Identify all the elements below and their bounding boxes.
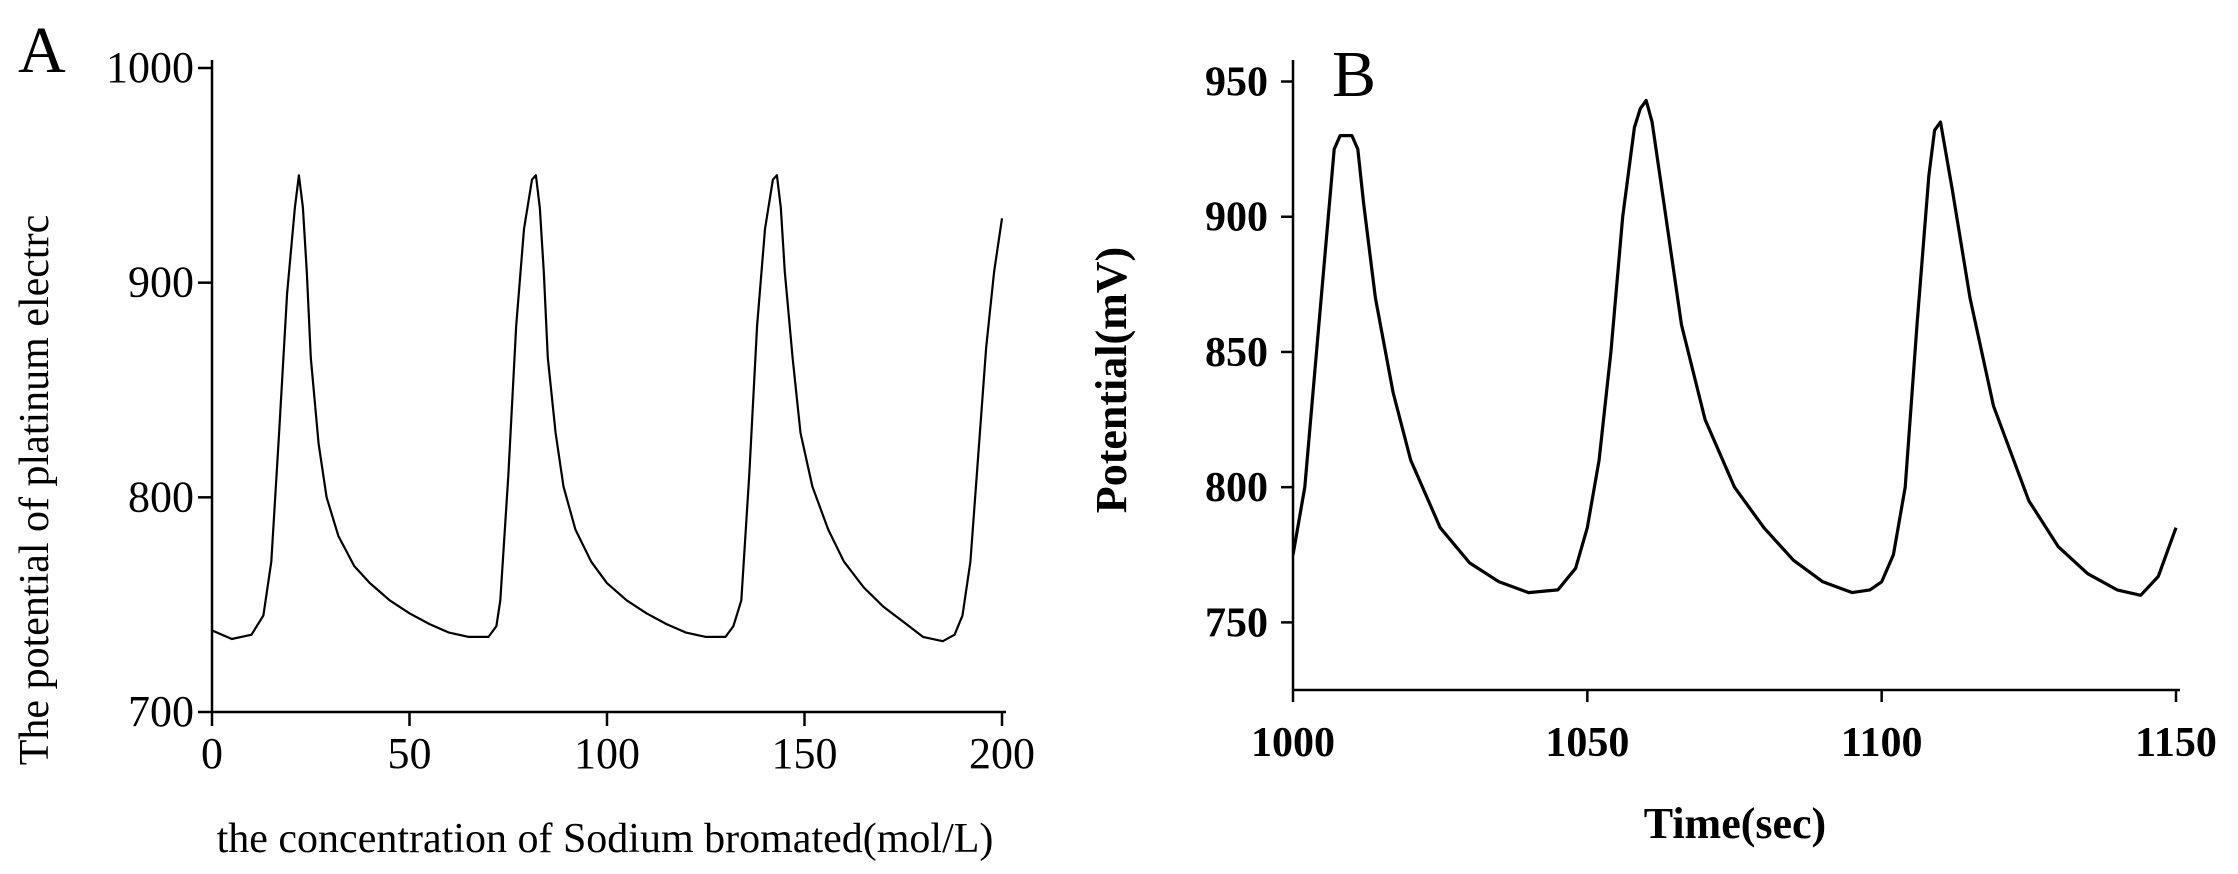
panel-letter: A bbox=[18, 14, 66, 87]
y-tick-label: 800 bbox=[128, 472, 194, 521]
x-tick-label: 50 bbox=[388, 729, 432, 778]
panel-b: 1000 1050 1100 1150 750 800 850 900 950 Time(sec)… bbox=[1087, 38, 2217, 848]
x-tick-label: 200 bbox=[969, 729, 1035, 778]
panel-letter: B bbox=[1332, 38, 1376, 111]
y-tick-label: 850 bbox=[1205, 330, 1268, 376]
y-tick-label: 800 bbox=[1205, 465, 1268, 511]
y-tick-label: 950 bbox=[1205, 60, 1268, 106]
y-tick-label: 700 bbox=[128, 687, 194, 736]
y-tick-label: 1000 bbox=[106, 43, 194, 92]
x-tick-label: 150 bbox=[772, 729, 838, 778]
y-axis-label: The potential of platinum electrc bbox=[12, 215, 58, 765]
y-tick-label: 750 bbox=[1205, 600, 1268, 646]
series-line-0 bbox=[1293, 98, 2178, 597]
x-axis-label: Time(sec) bbox=[1644, 799, 1826, 848]
y-tick-label: 900 bbox=[128, 258, 194, 307]
y-axis-label: Potential(mV) bbox=[1087, 247, 1136, 513]
y-tick-label: 900 bbox=[1205, 195, 1268, 241]
x-tick-label: 1000 bbox=[1251, 720, 1335, 766]
x-axis-label: the concentration of Sodium bromated(mol… bbox=[217, 816, 994, 862]
x-tick-label: 1100 bbox=[1841, 720, 1923, 766]
x-tick-label: 0 bbox=[201, 729, 223, 778]
x-tick-label: 1150 bbox=[2135, 720, 2217, 766]
x-tick-label: 1050 bbox=[1545, 720, 1629, 766]
series-line-0 bbox=[212, 174, 1004, 643]
x-tick-label: 100 bbox=[574, 729, 640, 778]
panel-a: 0 50 100 150 200 700 800 900 1000 the concentrati… bbox=[12, 14, 1035, 862]
